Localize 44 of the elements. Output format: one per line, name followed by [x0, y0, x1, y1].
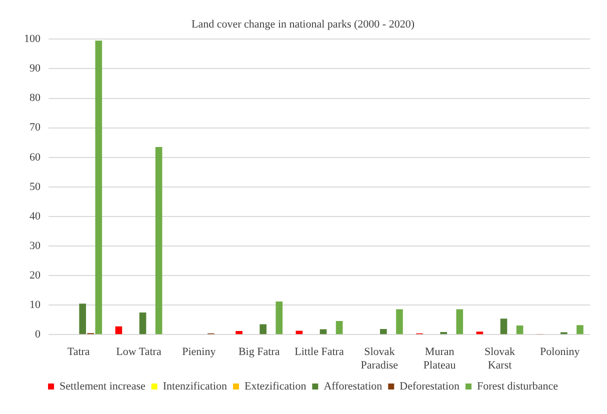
legend-label: Intenzification [162, 380, 228, 392]
legend-label: Settlement increase [60, 380, 146, 392]
y-tick-label: 40 [30, 210, 41, 222]
x-tick-label: Muran Plateau [423, 346, 456, 372]
legend-label: Deforestation [400, 380, 460, 392]
chart-title: Land cover change in national parks (2000 - 2020) [192, 18, 415, 30]
y-tick-label: 30 [30, 240, 41, 252]
bar [500, 318, 508, 334]
bar [476, 332, 484, 334]
x-tick-label: Slovak Karst [484, 346, 516, 372]
bar [396, 309, 403, 334]
legend-label: Afforestation [324, 380, 383, 392]
y-tick-label: 0 [35, 328, 41, 340]
y-tick-label: 80 [30, 92, 41, 104]
bar [155, 147, 162, 334]
bar [276, 302, 283, 334]
x-tick-label: Tatra [67, 346, 90, 358]
bar [260, 324, 267, 334]
x-tick-label: Low Tatra [116, 346, 162, 358]
y-tick-label: 70 [30, 122, 41, 134]
bar [115, 326, 122, 334]
x-tick-label: Little Fatra [294, 346, 344, 358]
bar [95, 40, 102, 334]
bar [576, 325, 584, 334]
bar [516, 325, 524, 334]
bar [456, 309, 464, 334]
legend-label: Forest disturbance [477, 380, 558, 392]
y-tick-label: 10 [30, 298, 41, 311]
bar [336, 321, 343, 334]
x-tick-label: Slovak Paradise [360, 346, 398, 372]
x-tick-label: Pieniny [182, 346, 216, 358]
y-tick-label: 50 [30, 180, 41, 193]
y-tick-label: 100 [24, 33, 41, 46]
legend-label: Extezification [244, 380, 307, 392]
y-tick-label: 20 [30, 269, 41, 282]
x-tick-label: Big Fatra [238, 346, 280, 358]
y-tick-label: 90 [30, 62, 41, 75]
bar [380, 328, 387, 334]
y-tick-label: 60 [30, 151, 41, 164]
bar [79, 304, 86, 334]
x-tick-label: Poloniny [540, 346, 580, 358]
bar [139, 312, 146, 334]
bar [236, 331, 242, 334]
bar [440, 332, 448, 334]
